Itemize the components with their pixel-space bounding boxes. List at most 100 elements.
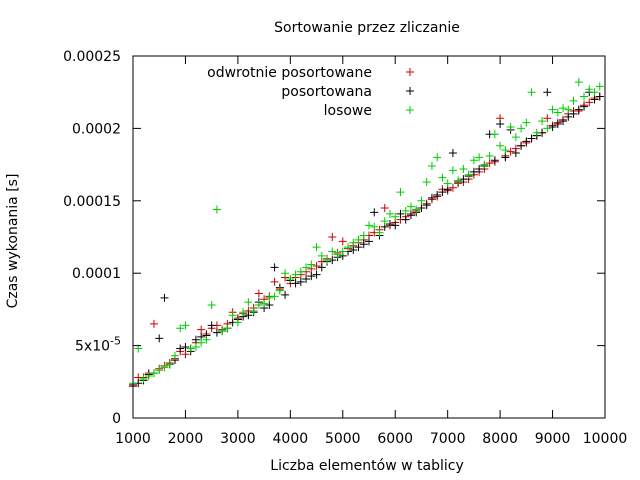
data-point: [197, 325, 206, 334]
data-point: [496, 141, 505, 150]
data-point: [459, 175, 468, 184]
data-point: [538, 117, 547, 126]
data-point: [365, 221, 373, 230]
data-point: [338, 247, 347, 256]
data-point: [564, 105, 573, 114]
data-point: [317, 263, 326, 272]
data-point: [506, 147, 515, 156]
data-point: [139, 374, 148, 383]
x-tick-label: 9000: [535, 431, 571, 447]
data-point: [438, 188, 447, 197]
data-point: [569, 109, 578, 118]
data-point: [574, 105, 583, 114]
data-point: [406, 211, 415, 220]
data-point: [595, 82, 604, 91]
data-point: [427, 162, 436, 171]
data-point: [385, 219, 394, 228]
data-point: [218, 327, 227, 336]
data-point: [155, 366, 164, 375]
data-point: [144, 372, 153, 381]
data-point: [580, 92, 589, 101]
data-point: [585, 85, 594, 94]
data-point: [296, 277, 305, 286]
data-point: [349, 238, 358, 247]
data-point: [391, 221, 400, 230]
data-point: [244, 298, 253, 307]
data-point: [312, 270, 321, 279]
data-point: [574, 78, 583, 87]
data-point: [511, 149, 520, 158]
data-point: [375, 228, 384, 237]
data-point: [448, 183, 457, 192]
data-point: [417, 196, 426, 205]
y-tick-label-text: 0.0001: [72, 266, 121, 282]
data-point: [260, 299, 269, 308]
data-point: [149, 319, 158, 328]
data-point: [176, 344, 185, 353]
data-point: [543, 114, 552, 123]
data-point: [406, 202, 415, 211]
data-point: [522, 137, 531, 146]
data-point: [197, 338, 206, 347]
y-tick-label-text: 0: [112, 411, 121, 427]
x-tick-label: 10000: [583, 431, 628, 447]
data-point: [312, 261, 321, 270]
data-point: [553, 120, 562, 129]
data-point: [275, 286, 284, 295]
data-point: [517, 141, 526, 150]
data-point: [296, 267, 305, 276]
data-point: [270, 263, 279, 272]
data-point: [207, 301, 216, 310]
data-point: [391, 212, 400, 221]
legend-label: posortowana: [281, 84, 372, 100]
data-point: [239, 308, 248, 317]
data-point: [365, 237, 373, 246]
data-point: [427, 193, 436, 202]
data-point: [522, 118, 531, 127]
data-point: [422, 177, 431, 186]
y-tick-label: 0.0002: [72, 121, 121, 137]
legend-marker: [406, 87, 414, 95]
data-point: [359, 231, 368, 240]
y-tick-label: 0.0001: [72, 266, 121, 282]
data-point: [511, 133, 520, 142]
y-tick-label-text: 0.00015: [63, 194, 121, 210]
data-point: [254, 289, 263, 298]
data-point: [191, 335, 200, 344]
data-point: [149, 369, 158, 378]
data-point: [302, 274, 311, 283]
data-point: [380, 217, 389, 226]
data-point: [480, 160, 489, 169]
data-point: [475, 164, 484, 173]
y-tick-label: 5x10-5: [75, 335, 121, 355]
data-point: [354, 235, 363, 244]
legend-label: losowe: [324, 103, 372, 119]
data-point: [433, 153, 442, 162]
data-point: [344, 243, 353, 252]
data-point: [517, 124, 526, 133]
data-point: [281, 269, 290, 278]
data-point: [385, 209, 394, 218]
data-point: [212, 328, 221, 337]
x-axis-title: Liczba elementów w tablicy: [270, 458, 463, 474]
data-point: [454, 176, 463, 185]
data-point: [370, 208, 379, 217]
data-point: [202, 335, 211, 344]
data-point: [464, 170, 473, 179]
data-point: [485, 159, 494, 168]
data-point: [270, 292, 279, 301]
x-tick-label: 5000: [325, 431, 361, 447]
data-point: [564, 112, 573, 121]
data-point: [181, 321, 190, 330]
axis-ticks: 1000 2000 3000 4000 5000 6000 7000 8000 9000 1000…: [63, 49, 627, 447]
data-point: [165, 360, 174, 369]
data-point: [438, 173, 447, 182]
data-point: [286, 274, 295, 283]
data-point: [312, 243, 321, 252]
data-point: [548, 122, 557, 131]
series-3: [129, 78, 604, 388]
data-point: [412, 205, 421, 214]
data-point: [559, 117, 568, 126]
data-point: [291, 270, 300, 279]
y-tick-label-text: 0.00025: [63, 49, 121, 65]
